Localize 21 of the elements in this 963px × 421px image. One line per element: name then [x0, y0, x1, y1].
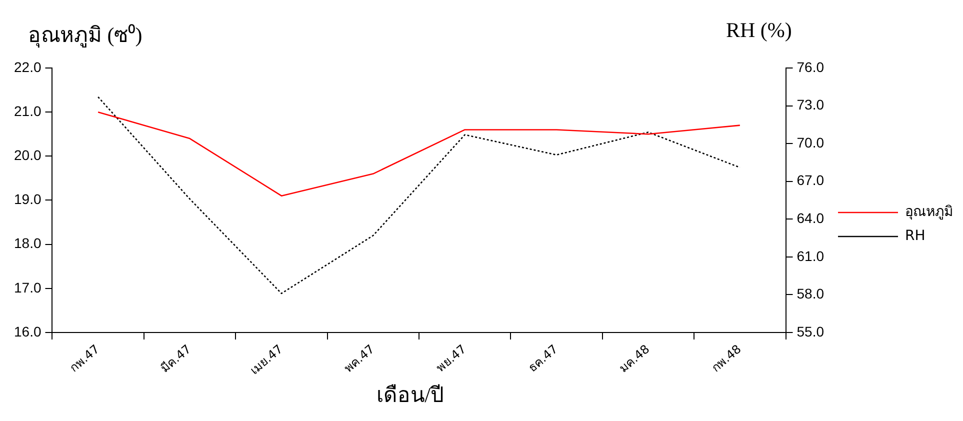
y2-tick-label: 64.0 [796, 210, 824, 226]
y-axis-title: อุณหภูมิ (ซ⁰) [28, 22, 142, 50]
y-tick-label: 18.0 [14, 235, 42, 252]
y2-tick-label: 76.0 [796, 58, 824, 75]
y-tick-label: 20.0 [14, 147, 42, 164]
y-tick-label: 19.0 [14, 191, 42, 208]
y-tick-label: 17.0 [14, 279, 42, 296]
x-axis-title: เดือน/ปี [376, 382, 444, 409]
line-series [97, 96, 741, 294]
y-tick-label: 16.0 [14, 323, 42, 340]
y2-tick-label: 61.0 [796, 248, 824, 264]
legend-label: อุณหภูมิ [905, 204, 953, 220]
y2-tick-label: 67.0 [796, 172, 824, 188]
y2-axis-title: RH (%) [726, 18, 792, 43]
y2-tick-label: 58.0 [796, 286, 824, 302]
y-tick-label: 22.0 [14, 58, 42, 75]
legend-label: RH [905, 228, 926, 244]
y-tick-label: 21.0 [14, 102, 42, 119]
y2-tick-label: 55.0 [796, 323, 824, 340]
y2-tick-label: 70.0 [796, 134, 824, 150]
y2-tick-label: 73.0 [796, 96, 824, 113]
